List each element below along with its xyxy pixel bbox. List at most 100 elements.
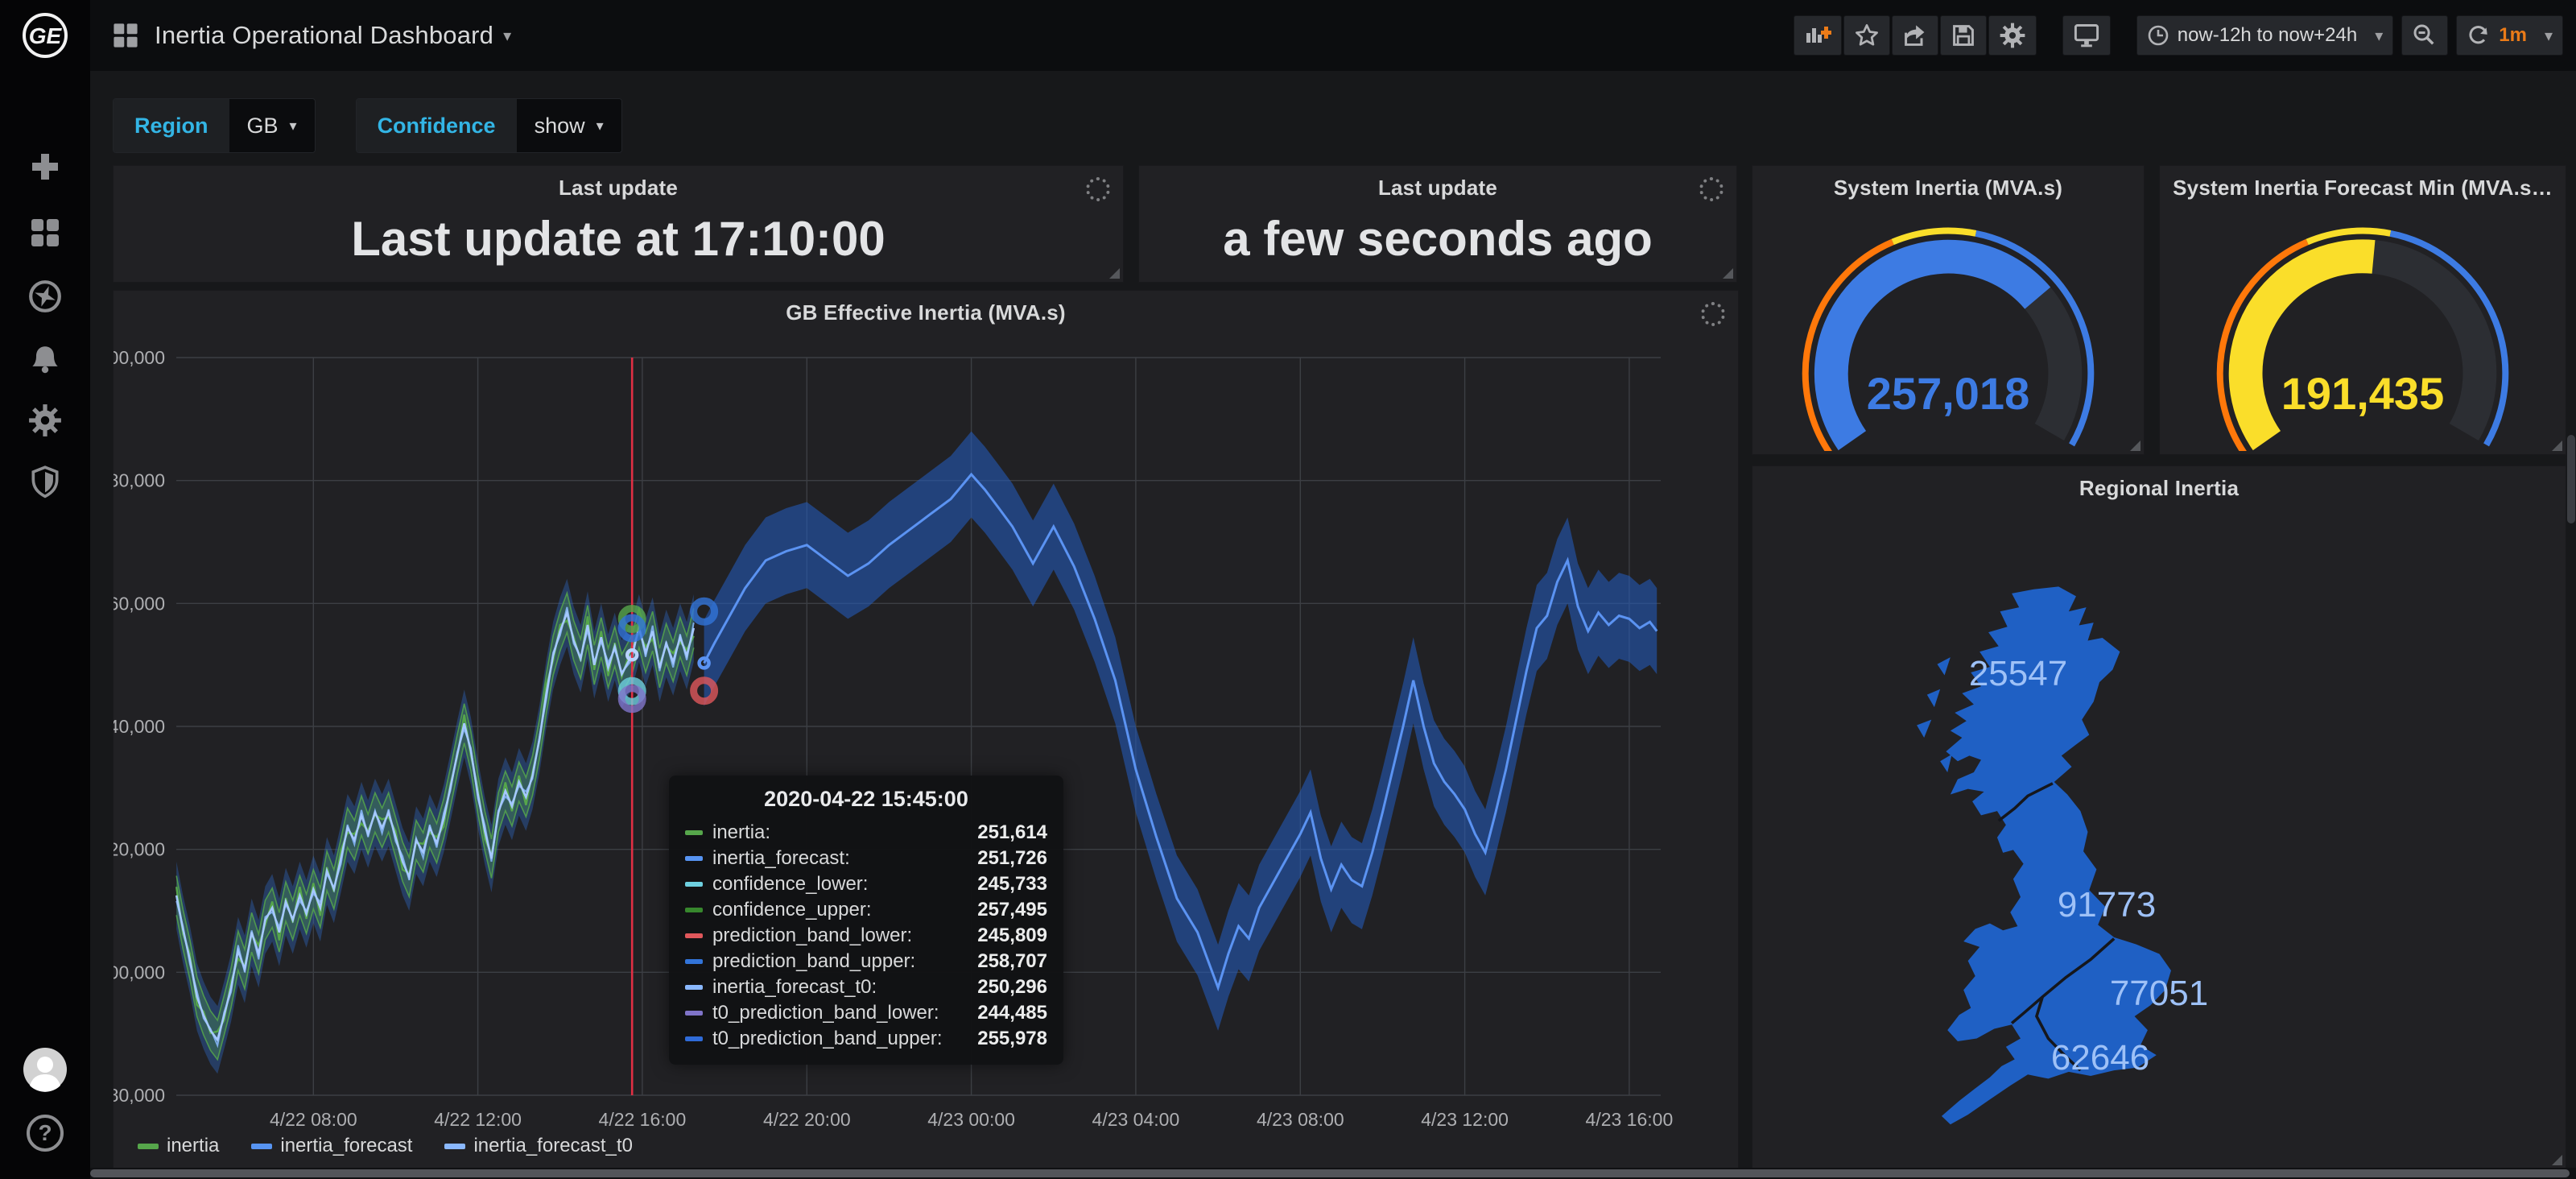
- panel-resize-handle[interactable]: [1109, 268, 1120, 279]
- share-dashboard-button[interactable]: [1891, 15, 1938, 56]
- ge-logo-icon: GE: [23, 13, 68, 58]
- chevron-down-icon: ▾: [2375, 27, 2384, 45]
- horizontal-scrollbar-thumb[interactable]: [90, 1169, 2570, 1177]
- region-variable[interactable]: Region GB ▾: [113, 98, 316, 153]
- confidence-variable[interactable]: Confidence show ▾: [355, 98, 622, 153]
- region-value-label: 91773: [2057, 885, 2157, 925]
- panel-title[interactable]: Regional Inertia: [2079, 476, 2240, 500]
- shield-icon: [31, 465, 59, 498]
- ge-logo[interactable]: GE: [0, 11, 90, 60]
- tooltip-row: prediction_band_upper: 258,707: [685, 949, 1047, 974]
- dashboard-title: Inertia Operational Dashboard: [155, 21, 494, 49]
- sidebar-item-alerting[interactable]: [0, 341, 90, 377]
- gauge-track-arc: [2024, 287, 2083, 441]
- zoom-out-icon: [2413, 24, 2434, 45]
- x-axis-tick-label: 4/22 16:00: [599, 1109, 687, 1130]
- sidebar: GE: [0, 0, 90, 1179]
- gauge-forecast-min: [2216, 227, 2509, 451]
- marker-ring: [617, 685, 646, 714]
- vertical-scrollbar-thumb[interactable]: [2567, 435, 2575, 523]
- gb-outline[interactable]: [1941, 586, 2171, 1125]
- zoom-out-time-button[interactable]: [2401, 15, 2449, 56]
- panel-last-update-time: Last update Last update at 17:10:00: [113, 165, 1124, 283]
- top-nav: Inertia Operational Dashboard ▾: [90, 0, 2576, 71]
- y-axis-tick-label: 220,000: [114, 839, 165, 860]
- panel-title[interactable]: System Inertia (MVA.s): [1833, 176, 2063, 200]
- loading-spinner-icon: [1701, 302, 1725, 326]
- sidebar-item-dashboards[interactable]: [0, 216, 90, 250]
- star-dashboard-button[interactable]: [1843, 15, 1890, 56]
- star-icon: [1855, 24, 1878, 46]
- gauge-value-arc: [2228, 239, 2376, 451]
- tooltip-row: prediction_band_lower: 245,809: [685, 923, 1047, 949]
- add-panel-button[interactable]: [1793, 15, 1842, 56]
- gauge-threshold-arc: [2306, 227, 2392, 246]
- sidebar-item-configuration[interactable]: [0, 403, 90, 438]
- panel-title[interactable]: Last update: [558, 176, 679, 200]
- save-dashboard-button[interactable]: [1939, 15, 1987, 56]
- region-value-label: 25547: [1968, 654, 2068, 693]
- user-avatar[interactable]: [0, 1047, 90, 1092]
- gb-island: [1937, 657, 1951, 676]
- panel-resize-handle[interactable]: [1723, 268, 1733, 279]
- legend-item[interactable]: inertia_forecast: [251, 1135, 412, 1157]
- panel-regional-inertia-map: Regional Inertia 25547 91773 77051 62646: [1752, 465, 2566, 1169]
- marker-ring: [690, 597, 719, 626]
- legend-swatch: [251, 1143, 273, 1149]
- panel-resize-handle[interactable]: [2552, 1155, 2562, 1165]
- svg-text:GE: GE: [29, 23, 63, 48]
- refresh-interval-label: 1m: [2499, 24, 2527, 46]
- panel-resize-handle[interactable]: [2130, 441, 2140, 451]
- tooltip-row: confidence_lower: 245,733: [685, 871, 1047, 897]
- panel-gauge-system-inertia: System Inertia (MVA.s) 257,018: [1752, 165, 2145, 455]
- x-axis-tick-label: 4/23 16:00: [1586, 1109, 1674, 1130]
- chevron-down-icon: ▾: [503, 27, 512, 45]
- gauge-value: 191,435: [2281, 368, 2445, 419]
- time-series-plot[interactable]: 180,000 200,000 220,000 240,000 260,000 280,0…: [114, 291, 1740, 1170]
- region-border: [2010, 937, 2116, 1024]
- help-button[interactable]: ?: [0, 1113, 90, 1153]
- dashboard-settings-button[interactable]: [1988, 15, 2037, 56]
- panel-title[interactable]: Last update: [1377, 176, 1498, 200]
- prediction-band-future: [704, 431, 1657, 1031]
- legend-item[interactable]: inertia: [138, 1135, 219, 1157]
- save-icon: [1952, 25, 1974, 46]
- sidebar-item-create[interactable]: [0, 150, 90, 184]
- gauge-threshold-arc: [1891, 227, 1977, 246]
- last-update-relative-value: a few seconds ago: [1223, 212, 1653, 266]
- vertical-scrollbar[interactable]: [2566, 71, 2576, 1179]
- chart-legend: inertia inertia_forecast inertia_forecast_…: [138, 1135, 633, 1157]
- region-variable-dropdown[interactable]: GB ▾: [229, 99, 315, 152]
- panel-title[interactable]: GB Effective Inertia (MVA.s): [786, 300, 1066, 325]
- cycle-view-mode-button[interactable]: [2062, 15, 2111, 56]
- sidebar-item-explore[interactable]: [0, 279, 90, 314]
- time-range-picker[interactable]: now-12h to now+24h ▾: [2136, 15, 2394, 56]
- gauge-value-arc: [1814, 239, 2051, 451]
- monitor-icon: [2074, 24, 2099, 48]
- compass-icon: [29, 280, 61, 312]
- y-axis-tick-label: 260,000: [114, 593, 165, 614]
- panel-resize-handle[interactable]: [2552, 441, 2562, 451]
- y-axis-tick-label: 300,000: [114, 347, 165, 368]
- gb-region-map[interactable]: [1870, 553, 2250, 1136]
- prediction-band-history: [176, 578, 694, 1074]
- gauge-value: 257,018: [1866, 368, 2030, 419]
- refresh-picker[interactable]: 1m ▾: [2456, 15, 2563, 56]
- legend-item[interactable]: inertia_forecast_t0: [444, 1135, 633, 1157]
- panel-title[interactable]: System Inertia Forecast Min (MVA.s…: [2173, 176, 2553, 200]
- marker-ring: [690, 676, 719, 705]
- sidebar-item-server-admin[interactable]: [0, 464, 90, 499]
- horizontal-scrollbar[interactable]: [90, 1168, 2576, 1179]
- confidence-variable-label: Confidence: [356, 99, 517, 152]
- region-border: [1997, 782, 2054, 822]
- gb-island: [1917, 719, 1932, 738]
- clock-icon: [2148, 25, 2169, 46]
- template-variables-row: Region GB ▾ Confidence show ▾: [113, 98, 622, 153]
- confidence-variable-dropdown[interactable]: show ▾: [516, 99, 621, 152]
- tooltip-row: confidence_upper: 257,495: [685, 897, 1047, 923]
- y-axis-tick-label: 200,000: [114, 962, 165, 982]
- gb-island: [1926, 689, 1941, 708]
- x-axis-tick-label: 4/23 04:00: [1092, 1109, 1180, 1130]
- gb-island: [1940, 754, 1952, 772]
- dashboard-breadcrumb[interactable]: Inertia Operational Dashboard ▾: [111, 21, 511, 50]
